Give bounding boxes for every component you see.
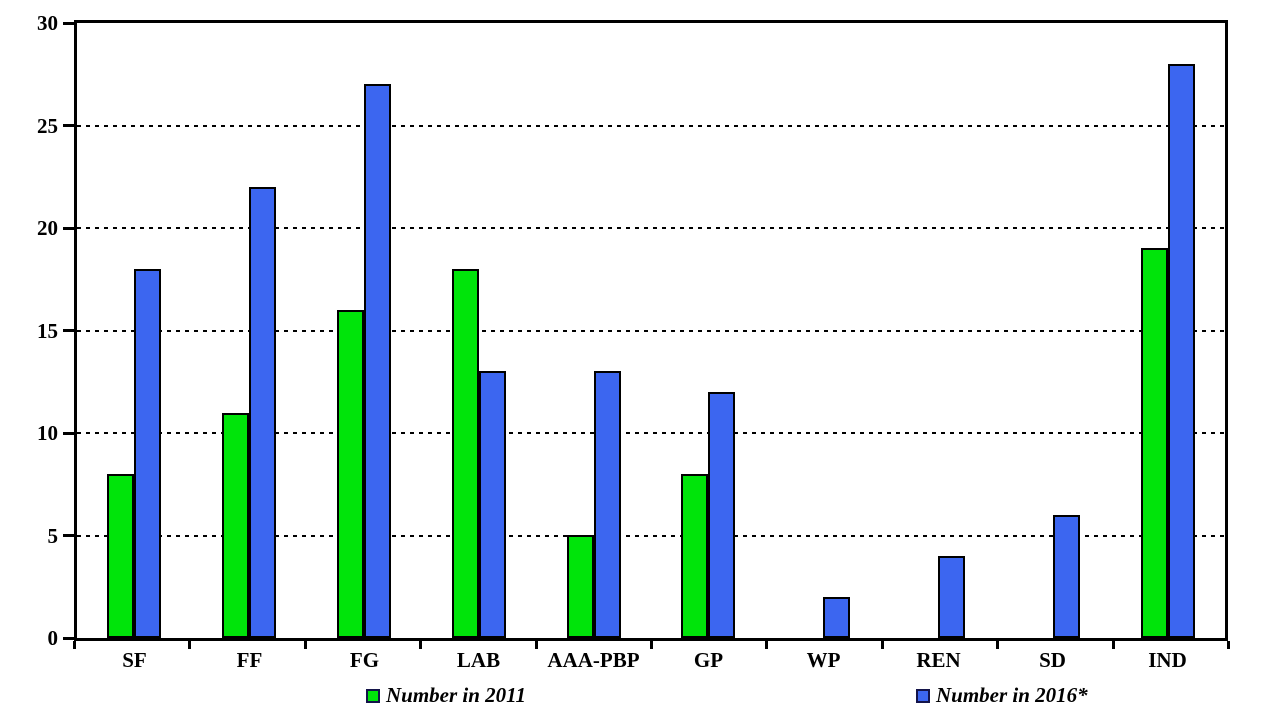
- x-axis-label-ind: IND: [1148, 648, 1187, 672]
- plot-area: [74, 20, 1228, 641]
- bar-gp-2011: [681, 474, 708, 638]
- legend-item-2016: Number in 2016*: [916, 683, 1088, 708]
- y-axis-tick-25: [63, 124, 74, 127]
- bar-aaa-pbp-2011: [567, 535, 594, 638]
- y-axis-label-0: 0: [47, 626, 59, 650]
- legend-label-2016: Number in 2016*: [936, 683, 1088, 707]
- x-axis-label-aaa-pbp: AAA-PBP: [547, 648, 640, 672]
- bar-ren-2016: [938, 556, 965, 638]
- x-axis-tick-1: [188, 641, 191, 649]
- x-axis-tick-10: [1227, 641, 1230, 649]
- y-axis-tick-0: [63, 636, 74, 640]
- x-axis-label-ren: REN: [916, 648, 961, 672]
- x-axis-tick-9: [1112, 641, 1115, 649]
- x-axis-tick-3: [419, 641, 422, 649]
- x-axis-tick-0: [73, 641, 76, 649]
- x-axis-tick-8: [996, 641, 999, 649]
- gridline-20: [77, 227, 1225, 229]
- x-axis-label-sd: SD: [1039, 648, 1066, 672]
- legend-label-2011: Number in 2011: [386, 683, 527, 707]
- bar-gp-2016: [708, 392, 735, 638]
- gridline-25: [77, 124, 1225, 127]
- bar-ff-2016: [249, 187, 276, 638]
- bar-ind-2016: [1168, 64, 1195, 638]
- gridline-5: [77, 534, 1225, 537]
- y-axis-label-20: 20: [37, 216, 58, 240]
- bar-sd-2016: [1053, 515, 1080, 638]
- y-axis-label-10: 10: [37, 421, 58, 445]
- y-axis-tick-5: [63, 534, 74, 537]
- x-axis-tick-5: [650, 641, 653, 649]
- bar-fg-2016: [364, 84, 391, 638]
- x-axis-label-lab: LAB: [456, 648, 501, 672]
- bar-aaa-pbp-2016: [594, 371, 621, 638]
- y-axis-label-5: 5: [47, 523, 59, 548]
- legend-swatch-2016: [916, 688, 930, 703]
- y-axis-tick-10: [63, 431, 74, 435]
- x-axis-tick-6: [765, 641, 768, 649]
- y-axis-tick-15: [63, 329, 74, 332]
- bar-wp-2016: [823, 597, 850, 638]
- gridline-15: [77, 329, 1225, 332]
- x-axis-tick-4: [535, 641, 538, 649]
- bar-fg-2011: [337, 310, 364, 638]
- legend-swatch-2011: [366, 688, 380, 703]
- bar-sf-2011: [107, 474, 134, 638]
- legend-item-2011: Number in 2011: [366, 683, 526, 708]
- x-axis-label-fg: FG: [349, 648, 380, 672]
- x-axis-label-gp: GP: [693, 648, 724, 672]
- x-axis-label-wp: WP: [806, 648, 841, 672]
- y-axis-label-25: 25: [37, 113, 58, 138]
- bar-lab-2011: [452, 269, 479, 638]
- x-axis-tick-7: [881, 641, 884, 649]
- bar-ind-2011: [1141, 248, 1168, 638]
- y-axis-tick-20: [63, 226, 74, 230]
- bar-sf-2016: [134, 269, 161, 638]
- bar-lab-2016: [479, 371, 506, 638]
- y-axis-label-15: 15: [37, 318, 58, 343]
- y-axis-label-30: 30: [37, 11, 58, 35]
- bar-ff-2011: [222, 413, 249, 638]
- x-axis-label-ff: FF: [236, 648, 263, 672]
- gridline-10: [77, 432, 1225, 434]
- x-axis-label-sf: SF: [122, 648, 147, 672]
- x-axis-tick-2: [304, 641, 307, 649]
- y-axis-tick-30: [63, 21, 74, 25]
